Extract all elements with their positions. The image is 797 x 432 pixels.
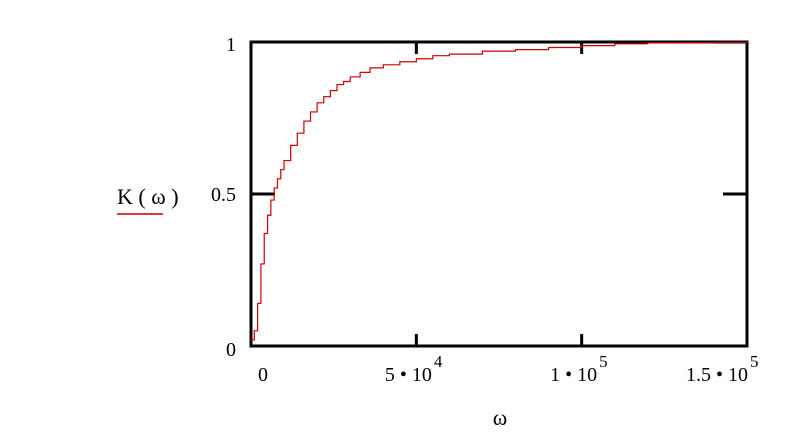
y-tick-labels: 00.51 xyxy=(211,34,236,361)
x-tick-exponent-1: 4 xyxy=(434,352,443,371)
k-omega-series-line xyxy=(251,41,748,341)
x-axis-label: ω xyxy=(493,405,507,430)
plot-frame xyxy=(249,40,749,348)
tick-marks xyxy=(251,42,747,346)
x-tick-label-3: 1.5 • 10 xyxy=(686,364,748,386)
y-tick-label-1: 0.5 xyxy=(211,184,236,206)
x-tick-label-1: 5 • 10 xyxy=(385,364,432,386)
x-tick-exponent-2: 5 xyxy=(599,352,608,371)
y-tick-label-0: 0 xyxy=(226,339,236,361)
x-tick-label-2: 1 • 10 xyxy=(550,364,597,386)
legend-label: K ( ω ) xyxy=(117,184,179,209)
x-tick-exponent-3: 5 xyxy=(750,352,759,371)
x-tick-label-0: 0 xyxy=(258,364,268,386)
y-tick-label-2: 1 xyxy=(226,34,236,56)
